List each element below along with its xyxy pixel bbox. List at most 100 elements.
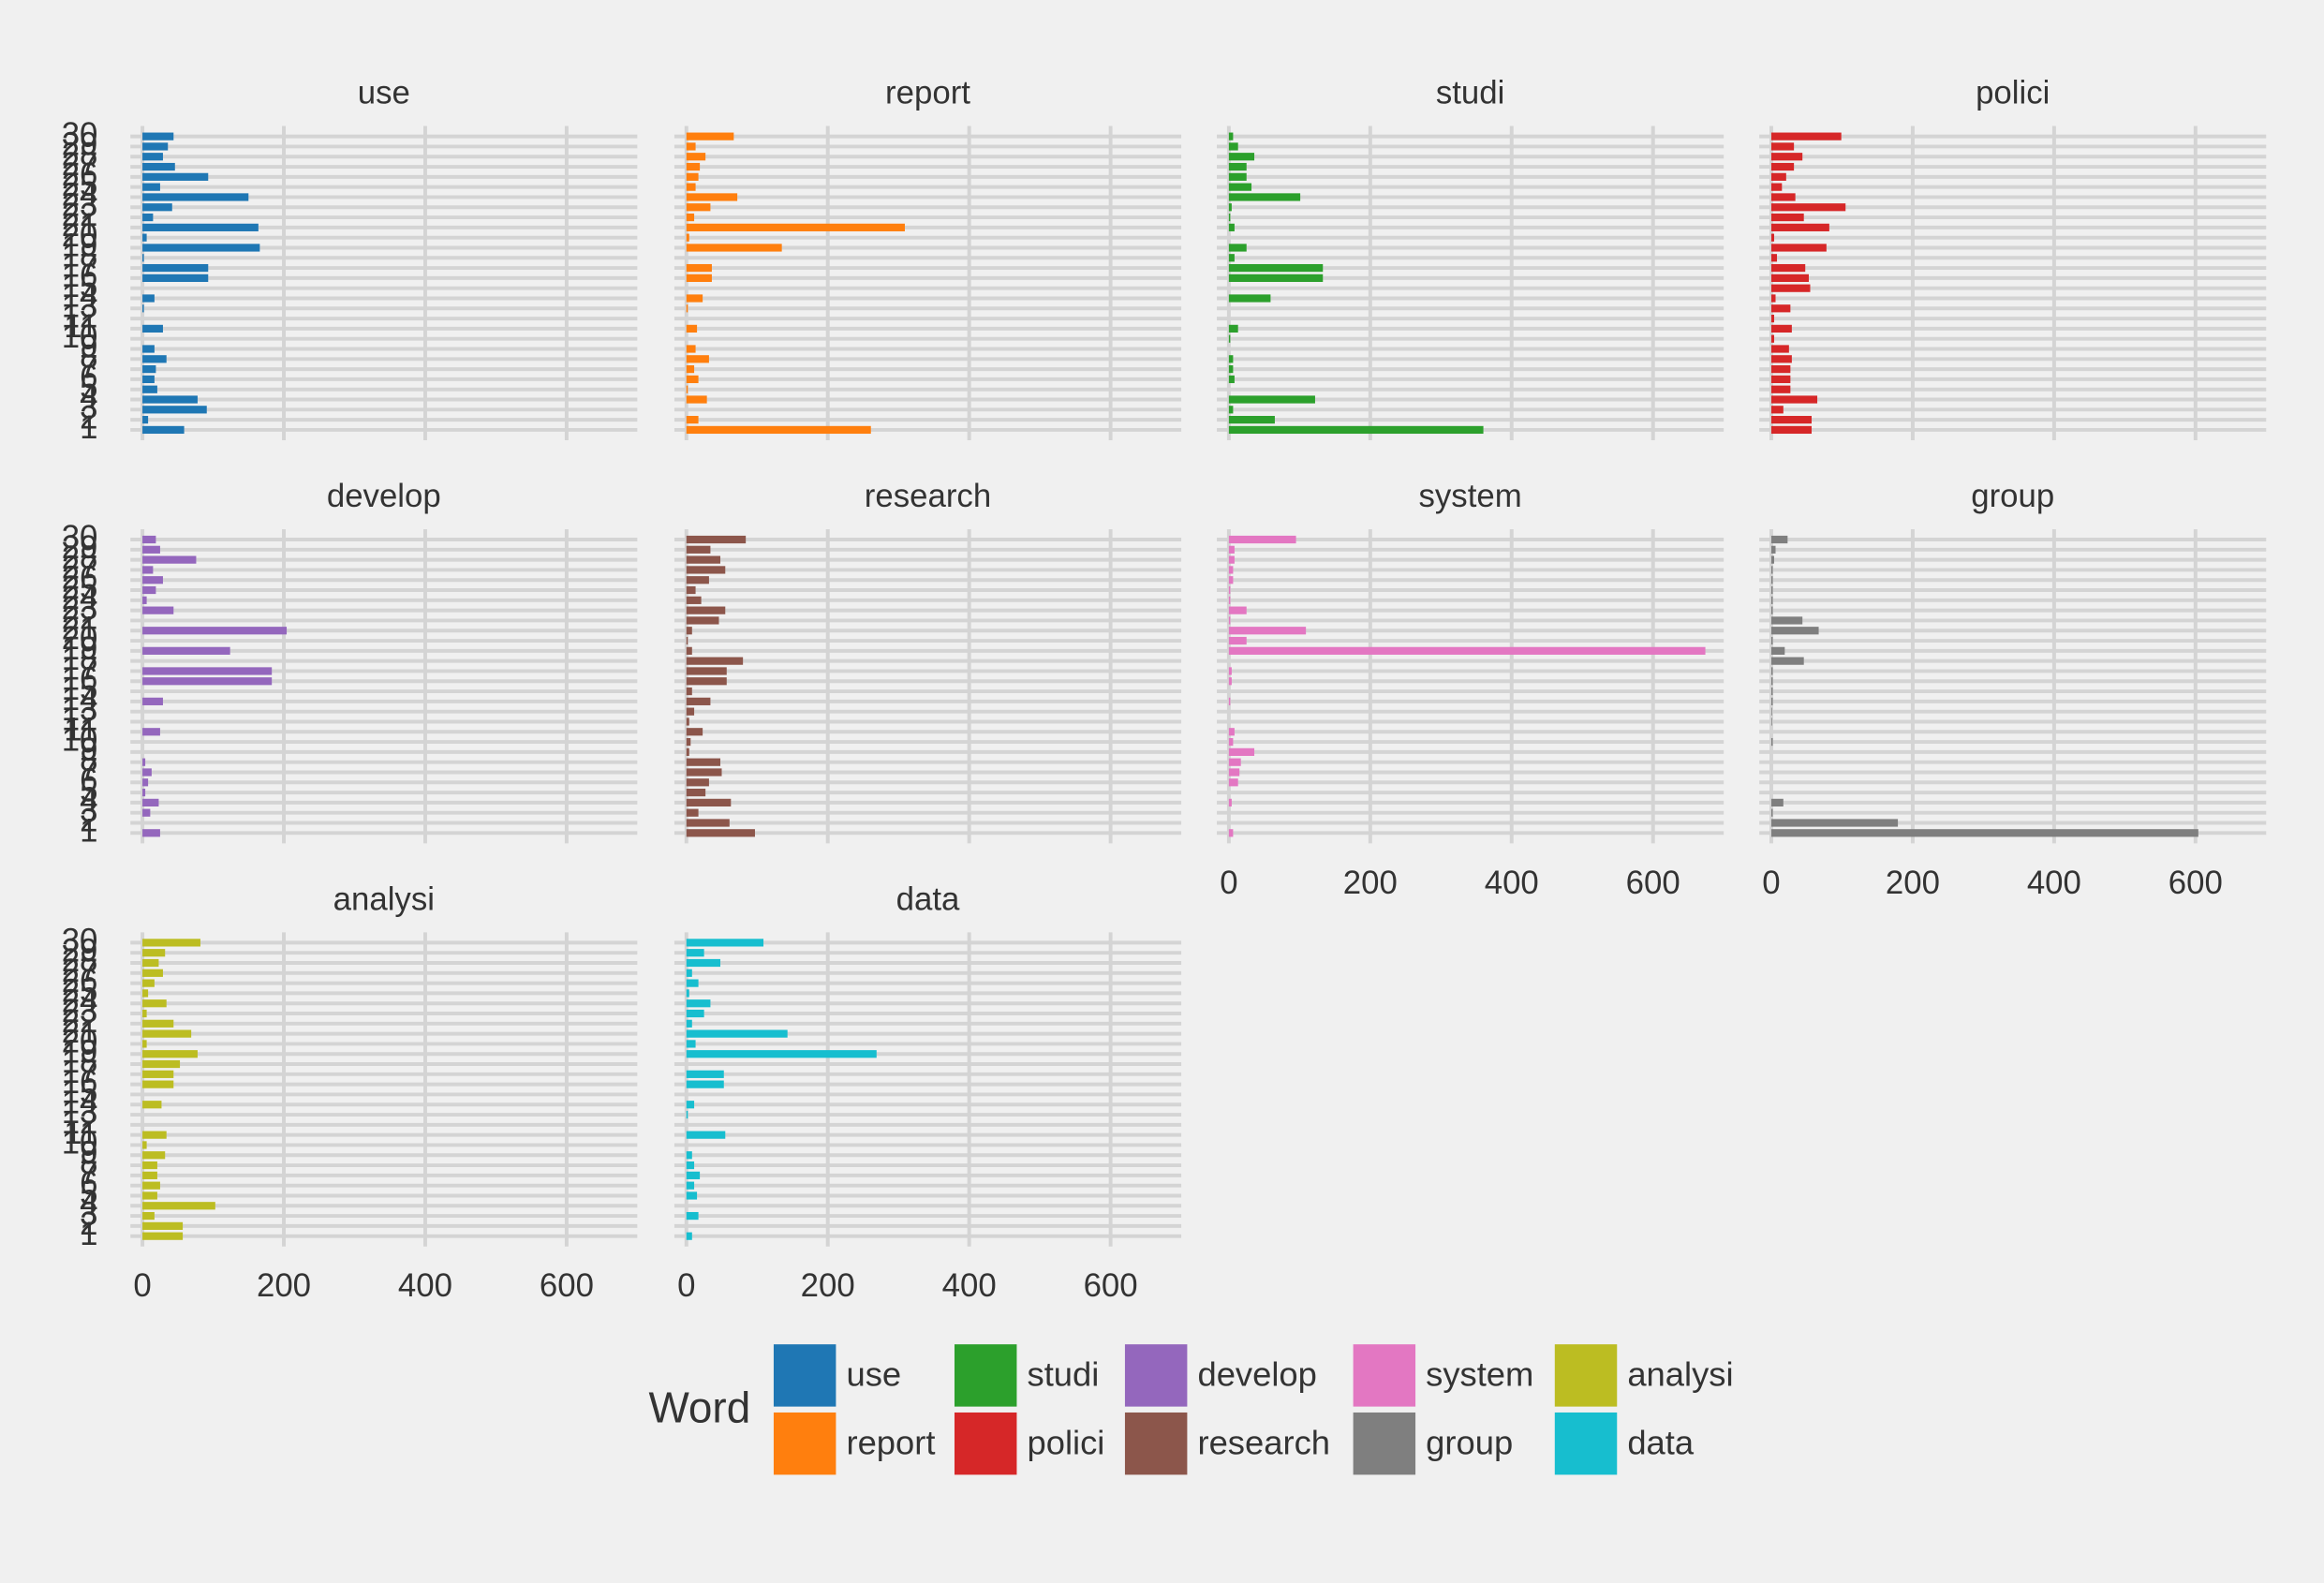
bar <box>1228 798 1232 806</box>
bar <box>1770 707 1772 716</box>
bar <box>686 1161 695 1170</box>
bar <box>1228 606 1247 614</box>
bar <box>1770 535 1788 544</box>
bar <box>686 808 699 817</box>
legend-swatch <box>773 1412 836 1475</box>
bar <box>142 1019 174 1028</box>
bar <box>1770 132 1842 141</box>
y-tick-label: 10 <box>62 721 98 758</box>
bar <box>142 193 249 201</box>
bar <box>1228 737 1234 747</box>
bar <box>686 153 706 161</box>
bar <box>686 627 692 635</box>
y-tick-label: 22 <box>62 197 98 233</box>
bar <box>686 1181 695 1190</box>
legend-swatch <box>1554 1412 1618 1475</box>
bar <box>142 949 166 957</box>
x-tick-label: 600 <box>1626 865 1680 901</box>
bar <box>1770 294 1776 303</box>
bar <box>686 1171 701 1179</box>
y-tick-label: 7 <box>80 752 97 789</box>
y-tick-label: 26 <box>62 963 98 999</box>
bar <box>686 798 732 806</box>
y-tick-label: 11 <box>64 308 97 345</box>
y-tick-label: 6 <box>80 762 97 798</box>
y-tick-label: 12 <box>62 1104 98 1141</box>
bar <box>1228 132 1234 141</box>
bar <box>1228 365 1234 374</box>
bar <box>142 939 200 947</box>
bar <box>686 1151 692 1160</box>
bar <box>142 1070 174 1078</box>
bar <box>686 829 755 837</box>
bar <box>142 1131 167 1139</box>
bar <box>1228 778 1238 787</box>
bar <box>1228 395 1315 404</box>
bar <box>142 1232 184 1240</box>
bar <box>1770 819 1899 827</box>
y-tick-label: 12 <box>62 298 98 334</box>
bar <box>686 172 699 181</box>
bar <box>686 1191 698 1200</box>
bar <box>686 616 719 625</box>
bar <box>1228 193 1301 201</box>
bar <box>686 1101 695 1109</box>
legend-label: data <box>1627 1423 1695 1461</box>
bar <box>1770 284 1811 292</box>
legend-label: use <box>846 1355 901 1394</box>
bar <box>142 1040 147 1048</box>
bar <box>1770 395 1818 404</box>
y-tick-label: 24 <box>62 580 98 616</box>
bar <box>1770 798 1784 806</box>
y-tick-label: 1 <box>80 1216 97 1252</box>
panel-title: research <box>865 478 991 514</box>
bar <box>686 1070 724 1078</box>
bar <box>686 737 691 747</box>
bar <box>1770 687 1773 696</box>
bar <box>1228 768 1240 777</box>
y-tick-label: 17 <box>62 651 98 688</box>
bar <box>686 183 696 191</box>
bar <box>686 949 704 957</box>
y-tick-label: 24 <box>62 983 98 1019</box>
bar <box>1228 758 1241 766</box>
y-tick-label: 28 <box>62 942 98 979</box>
legend-label: polici <box>1028 1423 1105 1461</box>
bar <box>1770 616 1803 625</box>
y-tick-label: 15 <box>62 268 98 304</box>
bar <box>1228 294 1271 303</box>
y-tick-label: 28 <box>62 540 98 576</box>
bar <box>686 958 720 968</box>
y-tick-label: 2 <box>80 399 97 436</box>
bar <box>1228 535 1296 544</box>
y-tick-label: 21 <box>62 1013 98 1050</box>
bar <box>142 294 155 303</box>
y-tick-label: 20 <box>62 217 98 254</box>
bar <box>142 808 151 817</box>
x-tick-label: 600 <box>540 1267 594 1304</box>
bar <box>1770 365 1791 374</box>
y-tick-label: 18 <box>62 237 98 274</box>
bar <box>142 324 163 333</box>
bar <box>686 233 689 242</box>
bar <box>1228 213 1231 222</box>
bar <box>142 627 288 635</box>
y-tick-label: 21 <box>62 207 98 244</box>
bar <box>1228 555 1235 564</box>
bar <box>1228 747 1255 756</box>
y-tick-label: 16 <box>62 660 98 697</box>
y-tick-label: 25 <box>62 167 98 203</box>
bar <box>1770 425 1813 435</box>
bar <box>1770 304 1791 313</box>
bar <box>1770 183 1783 191</box>
y-tick-label: 21 <box>62 610 98 646</box>
x-tick-label: 0 <box>677 1267 695 1304</box>
bar <box>686 375 699 384</box>
y-tick-label: 15 <box>62 671 98 707</box>
bar <box>142 365 156 374</box>
bar <box>686 203 711 212</box>
y-tick-label: 19 <box>62 228 98 264</box>
bar <box>1228 153 1255 161</box>
bar <box>1770 263 1806 273</box>
bar <box>686 555 720 564</box>
